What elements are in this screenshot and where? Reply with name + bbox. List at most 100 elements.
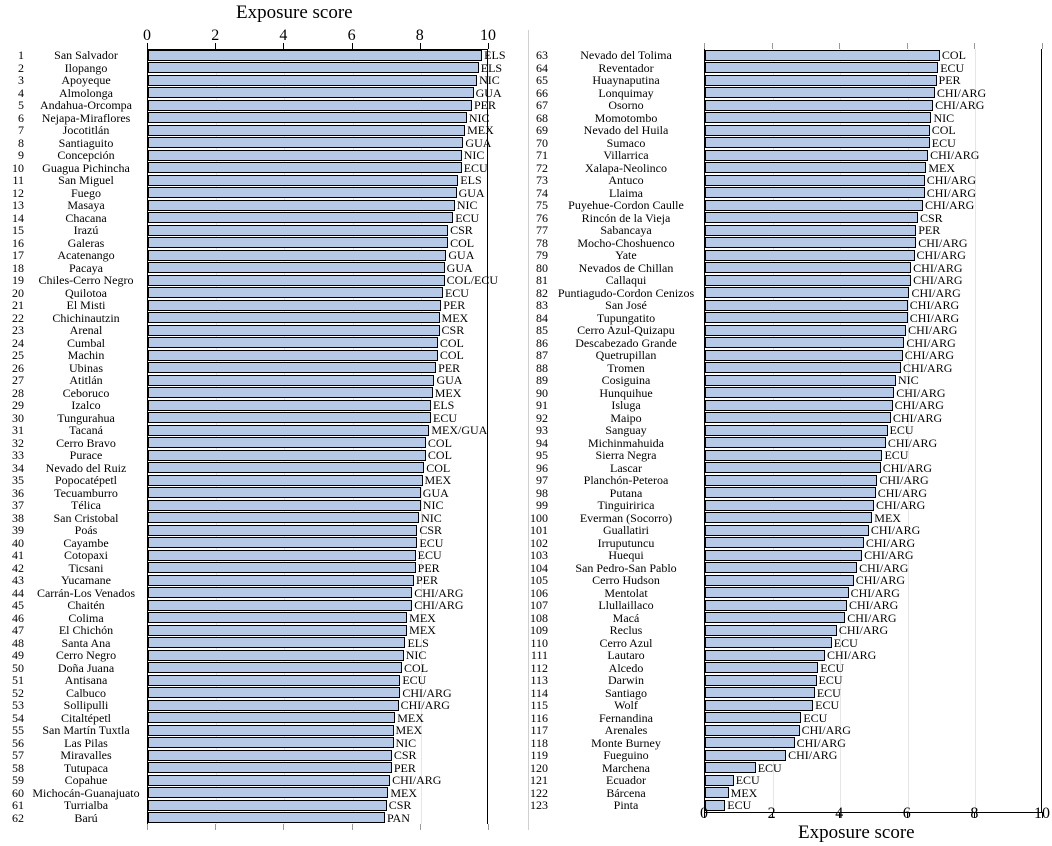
- data-row: CHI/ARG: [705, 99, 1041, 112]
- data-row: GUA: [148, 249, 487, 262]
- data-row: ECU: [148, 212, 487, 225]
- volcano-name: Planchón-Peteroa: [552, 474, 700, 487]
- data-row: CHI/ARG: [705, 487, 1041, 500]
- volcano-name: Concepción: [28, 149, 144, 162]
- volcano-name: Llullaillaco: [552, 599, 700, 612]
- rank-label: 79: [528, 249, 548, 262]
- data-row: CHI/ARG: [705, 387, 1041, 400]
- bar: [148, 600, 412, 611]
- data-row: COL: [148, 662, 487, 675]
- axis-title-top: Exposure score: [236, 2, 353, 24]
- rank-label: 19: [0, 274, 24, 287]
- rank-label: 21: [0, 299, 24, 312]
- rank-label: 67: [528, 99, 548, 112]
- data-row: MEX: [148, 624, 487, 637]
- data-row: CHI/ARG: [705, 149, 1041, 162]
- plot-area-left: ELSELSNICGUAPERNICMEXGUANICECUELSGUANICE…: [147, 49, 488, 824]
- volcano-name: Irazú: [28, 224, 144, 237]
- country-code: PER: [939, 74, 961, 87]
- data-row: ELS: [148, 174, 487, 187]
- volcano-name: Lautaro: [552, 649, 700, 662]
- rank-label: 17: [0, 249, 24, 262]
- data-row: CHI/ARG: [705, 649, 1041, 662]
- rank-label: 73: [528, 174, 548, 187]
- volcano-name: Arenales: [552, 724, 700, 737]
- volcano-name: Tacaná: [28, 424, 144, 437]
- bar: [705, 175, 925, 186]
- panel-divider: [528, 30, 529, 830]
- data-row: CHI/ARG: [705, 624, 1041, 637]
- data-row: CHI/ARG: [705, 412, 1041, 425]
- country-code: CSR: [419, 524, 442, 537]
- data-row: ECU: [148, 287, 487, 300]
- bar: [148, 650, 404, 661]
- bar: [705, 462, 881, 473]
- tick-mark: [352, 824, 353, 830]
- data-row: GUA: [148, 187, 487, 200]
- data-row: CHI/ARG: [705, 462, 1041, 475]
- volcano-name: Pinta: [552, 799, 700, 812]
- rank-label: 25: [0, 349, 24, 362]
- rank-label: 9: [0, 149, 24, 162]
- country-code: NIC: [406, 649, 427, 662]
- volcano-name: Izalco: [28, 399, 144, 412]
- bar: [148, 212, 453, 223]
- bar: [705, 762, 756, 773]
- rank-label: 27: [0, 374, 24, 387]
- data-row: CSR: [148, 224, 487, 237]
- country-code: COL: [932, 124, 956, 137]
- bar: [148, 475, 423, 486]
- data-row: ECU: [705, 687, 1041, 700]
- country-code: CHI/ARG: [895, 399, 944, 412]
- data-row: COL: [148, 449, 487, 462]
- data-row: CHI/ARG: [705, 199, 1041, 212]
- bar: [148, 525, 417, 536]
- data-row: ECU: [705, 699, 1041, 712]
- rank-label: 121: [528, 774, 548, 787]
- data-row: MEX/GUA: [148, 424, 487, 437]
- country-code: CSR: [394, 749, 417, 762]
- data-row: ECU: [705, 712, 1041, 725]
- volcano-name: Antuco: [552, 174, 700, 187]
- country-code: MEX: [396, 724, 423, 737]
- volcano-name: Yate: [552, 249, 700, 262]
- rank-label: 95: [528, 449, 548, 462]
- bar: [705, 525, 869, 536]
- bar: [705, 312, 908, 323]
- bar: [705, 375, 896, 386]
- bar: [148, 425, 429, 436]
- bar: [148, 62, 479, 73]
- bar: [148, 275, 445, 286]
- data-row: CHI/ARG: [705, 312, 1041, 325]
- chart-container: Exposure score ELSELSNICGUAPERNICMEXGUAN…: [0, 0, 1052, 846]
- data-row: ECU: [705, 424, 1041, 437]
- data-row: CHI/ARG: [705, 337, 1041, 350]
- bar: [705, 350, 903, 361]
- data-row: CHI/ARG: [705, 724, 1041, 737]
- data-row: CHI/ARG: [705, 574, 1041, 587]
- country-code: CSR: [442, 324, 465, 337]
- rank-label: 77: [528, 224, 548, 237]
- bar: [148, 125, 465, 136]
- data-row: GUA: [148, 137, 487, 150]
- volcano-name: Ecuador: [552, 774, 700, 787]
- bar: [705, 275, 911, 286]
- volcano-name: El Misti: [28, 299, 144, 312]
- rank-label: 83: [528, 299, 548, 312]
- volcano-name: Popocatépetl: [28, 474, 144, 487]
- bar: [148, 375, 434, 386]
- country-code: MEX: [425, 474, 452, 487]
- volcano-name: Huequi: [552, 549, 700, 562]
- data-row: NIC: [705, 374, 1041, 387]
- bar: [148, 500, 421, 511]
- rank-label: 93: [528, 424, 548, 437]
- left-panel: Exposure score ELSELSNICGUAPERNICMEXGUAN…: [0, 0, 528, 846]
- data-row: CHI/ARG: [148, 774, 487, 787]
- rank-label: 13: [0, 199, 24, 212]
- bar: [705, 187, 925, 198]
- data-row: COL: [148, 237, 487, 250]
- bar: [705, 675, 817, 686]
- bar: [705, 337, 904, 348]
- data-row: CHI/ARG: [705, 287, 1041, 300]
- bar: [705, 50, 940, 61]
